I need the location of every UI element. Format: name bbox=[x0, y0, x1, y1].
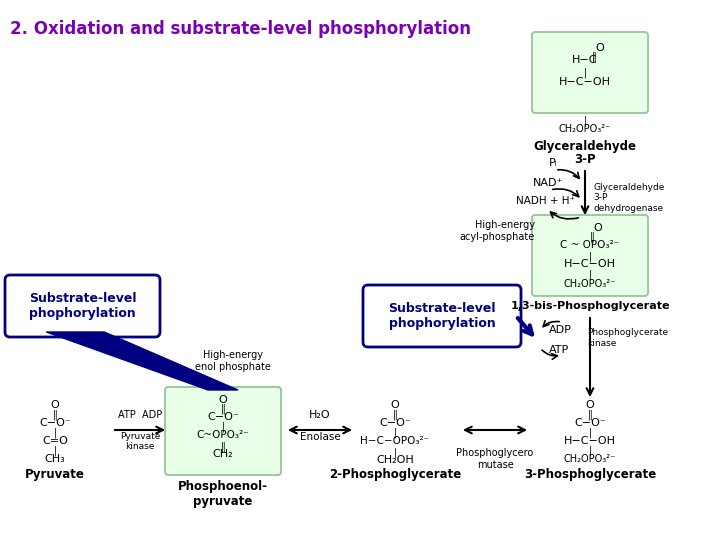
Text: 2-Phosphoglycerate: 2-Phosphoglycerate bbox=[329, 468, 461, 481]
FancyBboxPatch shape bbox=[532, 215, 648, 296]
Text: O: O bbox=[50, 400, 59, 410]
Text: CH₂: CH₂ bbox=[212, 449, 233, 459]
Text: |: | bbox=[393, 447, 397, 457]
Text: H−C−OH: H−C−OH bbox=[564, 259, 616, 269]
Text: Pyruvate: Pyruvate bbox=[25, 468, 85, 481]
Text: CH₂OPO₃²⁻: CH₂OPO₃²⁻ bbox=[559, 124, 611, 134]
Text: H−C: H−C bbox=[572, 55, 598, 65]
Text: |: | bbox=[393, 428, 397, 438]
Text: H−C−OPO₃²⁻: H−C−OPO₃²⁻ bbox=[361, 436, 430, 446]
Text: 3-Phosphoglycerate: 3-Phosphoglycerate bbox=[524, 468, 656, 481]
Text: Phosphoenol-
pyruvate: Phosphoenol- pyruvate bbox=[178, 480, 268, 508]
Text: |: | bbox=[221, 422, 225, 433]
Text: NADH + H⁺: NADH + H⁺ bbox=[516, 196, 575, 206]
Text: ‖: ‖ bbox=[588, 410, 593, 421]
Text: ‖: ‖ bbox=[392, 410, 397, 421]
Text: C ~ OPO₃²⁻: C ~ OPO₃²⁻ bbox=[560, 240, 620, 250]
Text: Substrate-level
phophorylation: Substrate-level phophorylation bbox=[29, 292, 136, 320]
Text: ‖: ‖ bbox=[592, 52, 596, 63]
Text: H−C−OH: H−C−OH bbox=[564, 436, 616, 446]
Text: |: | bbox=[588, 446, 592, 456]
FancyBboxPatch shape bbox=[363, 285, 521, 347]
Text: Substrate-level
phophorylation: Substrate-level phophorylation bbox=[388, 302, 496, 330]
Text: H₂O: H₂O bbox=[309, 410, 330, 420]
Text: NAD⁺: NAD⁺ bbox=[533, 178, 563, 188]
Text: 3-P: 3-P bbox=[574, 153, 596, 166]
Text: Phosphoglycerate
kinase: Phosphoglycerate kinase bbox=[587, 328, 668, 348]
Text: ‖: ‖ bbox=[220, 404, 225, 415]
Text: |: | bbox=[53, 428, 57, 438]
Text: ‖: ‖ bbox=[590, 232, 595, 242]
Text: 2. Oxidation and substrate-level phosphorylation: 2. Oxidation and substrate-level phospho… bbox=[10, 20, 471, 38]
Text: ATP  ADP: ATP ADP bbox=[118, 410, 162, 420]
Text: H−C−OH: H−C−OH bbox=[559, 77, 611, 87]
Text: C=O: C=O bbox=[42, 436, 68, 446]
Text: |: | bbox=[588, 251, 592, 261]
Text: O: O bbox=[391, 400, 400, 410]
Polygon shape bbox=[46, 332, 238, 390]
Text: C−O⁻: C−O⁻ bbox=[39, 418, 71, 428]
Text: CH₂OH: CH₂OH bbox=[376, 455, 414, 465]
Text: CH₂OPO₃²⁻: CH₂OPO₃²⁻ bbox=[564, 279, 616, 289]
Text: Enolase: Enolase bbox=[300, 432, 341, 442]
Text: C−O⁻: C−O⁻ bbox=[379, 418, 411, 428]
Text: ATP: ATP bbox=[549, 345, 570, 355]
Text: High-energy
enol phosphate: High-energy enol phosphate bbox=[195, 350, 271, 372]
Text: ADP: ADP bbox=[549, 325, 572, 335]
Text: C−O⁻: C−O⁻ bbox=[207, 412, 239, 422]
Text: Glyceraldehyde
3-P
dehydrogenase: Glyceraldehyde 3-P dehydrogenase bbox=[593, 183, 665, 213]
Text: Pyruvate
kinase: Pyruvate kinase bbox=[120, 432, 160, 451]
Text: O: O bbox=[595, 43, 604, 53]
Text: |: | bbox=[588, 428, 592, 438]
Text: ‖: ‖ bbox=[220, 441, 225, 451]
Text: Phosphoglycero
mutase: Phosphoglycero mutase bbox=[456, 448, 534, 470]
Text: |: | bbox=[588, 270, 592, 280]
FancyBboxPatch shape bbox=[532, 32, 648, 113]
Text: C−O⁻: C−O⁻ bbox=[574, 418, 606, 428]
Text: CH₂OPO₃²⁻: CH₂OPO₃²⁻ bbox=[564, 454, 616, 464]
Text: ‖: ‖ bbox=[53, 410, 58, 421]
Text: 1,3-bis-Phosphoglycerate: 1,3-bis-Phosphoglycerate bbox=[510, 301, 670, 311]
Text: O: O bbox=[219, 395, 228, 405]
Text: O: O bbox=[585, 400, 595, 410]
Text: Pᵢ: Pᵢ bbox=[549, 158, 557, 168]
FancyBboxPatch shape bbox=[165, 387, 281, 475]
Text: O: O bbox=[593, 223, 603, 233]
Text: CH₃: CH₃ bbox=[45, 454, 66, 464]
Text: |: | bbox=[583, 68, 587, 78]
Text: |: | bbox=[53, 446, 57, 456]
Text: High-energy
acyl-phosphate: High-energy acyl-phosphate bbox=[460, 220, 535, 241]
Text: |: | bbox=[583, 115, 587, 125]
Text: C~OPO₃²⁻: C~OPO₃²⁻ bbox=[197, 430, 249, 440]
Text: Glyceraldehyde: Glyceraldehyde bbox=[534, 140, 636, 153]
FancyBboxPatch shape bbox=[5, 275, 160, 337]
